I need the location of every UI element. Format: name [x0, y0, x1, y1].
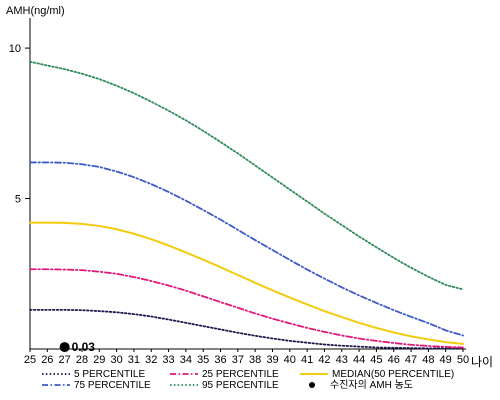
x-tick-label: 40: [284, 354, 296, 366]
legend-label-3: 95 PERCENTILE: [202, 380, 279, 391]
series-line-4: [29, 221, 464, 345]
series-line-2: [29, 161, 464, 337]
patient-amh-value-label: 0.03: [72, 340, 96, 354]
legend-marker-patient: [309, 382, 315, 388]
x-tick-label: 31: [128, 354, 140, 366]
x-tick-label: 42: [318, 354, 330, 366]
series-line-3: [29, 60, 464, 291]
x-tick-label: 35: [197, 354, 209, 366]
x-tick-label: 50: [457, 354, 469, 366]
x-tick-label: 34: [180, 354, 192, 366]
chart-legend: 5 PERCENTILE 25 PERCENTILE MEDIAN(50 PERCE…: [42, 369, 454, 391]
x-tick-label: 41: [301, 354, 313, 366]
legend-label-1: 25 PERCENTILE: [202, 369, 279, 380]
legend-label-4: MEDIAN(50 PERCENTILE): [332, 369, 454, 380]
legend-label-patient: 수진자의 AMH 농도: [330, 379, 413, 391]
x-tick-label: 26: [41, 354, 53, 366]
x-tick-label: 45: [370, 354, 382, 366]
x-tick-label: 47: [405, 354, 417, 366]
x-tick-label: 27: [59, 354, 71, 366]
x-tick-label: 29: [93, 354, 105, 366]
x-tick-label: 44: [353, 354, 365, 366]
legend-label-2: 75 PERCENTILE: [74, 380, 151, 391]
chart-axes: AMH(ng/ml) 나이: [6, 5, 493, 369]
x-ticks: 25 26 27 28 29 30 31 32 33 34 35 36 37 38 39 40 41 42 43 44…: [24, 349, 469, 366]
x-tick-label: 37: [232, 354, 244, 366]
x-tick-label: 30: [110, 354, 122, 366]
series-line-0: [29, 308, 464, 350]
series-lines: [29, 60, 464, 350]
patient-amh-point: [59, 342, 70, 353]
y-tick-label: 10: [9, 43, 21, 55]
x-tick-label: 32: [145, 354, 157, 366]
y-axis-title: AMH(ng/ml): [6, 5, 65, 17]
y-ticks: 5 10: [9, 43, 30, 206]
x-tick-label: 33: [162, 354, 174, 366]
y-tick-label: 5: [15, 194, 21, 206]
x-tick-label: 36: [214, 354, 226, 366]
x-tick-label: 48: [422, 354, 434, 366]
series-line-1: [29, 268, 464, 349]
x-tick-label: 39: [266, 354, 278, 366]
x-tick-label: 28: [76, 354, 88, 366]
x-tick-label: 46: [388, 354, 400, 366]
x-axis-title: 나이: [471, 355, 493, 369]
legend-label-0: 5 PERCENTILE: [74, 369, 145, 380]
patient-point: 0.03: [59, 340, 96, 354]
x-tick-label: 25: [24, 354, 36, 366]
x-tick-label: 38: [249, 354, 261, 366]
x-tick-label: 49: [440, 354, 452, 366]
x-tick-label: 43: [336, 354, 348, 366]
